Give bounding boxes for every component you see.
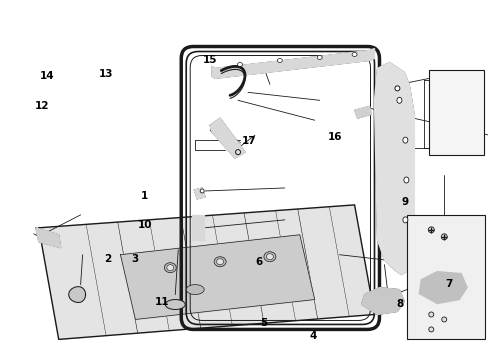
FancyBboxPatch shape bbox=[428, 71, 483, 155]
Ellipse shape bbox=[186, 285, 203, 294]
Polygon shape bbox=[194, 188, 205, 199]
Text: 1: 1 bbox=[141, 191, 148, 201]
Text: 2: 2 bbox=[104, 254, 111, 264]
Text: 4: 4 bbox=[308, 331, 316, 341]
Ellipse shape bbox=[428, 312, 433, 317]
Polygon shape bbox=[39, 205, 374, 339]
Ellipse shape bbox=[402, 137, 407, 143]
Polygon shape bbox=[36, 228, 61, 248]
Text: 15: 15 bbox=[203, 55, 217, 65]
Text: 6: 6 bbox=[255, 257, 262, 267]
Polygon shape bbox=[192, 215, 203, 240]
Text: 11: 11 bbox=[154, 297, 168, 307]
Ellipse shape bbox=[277, 58, 282, 62]
Polygon shape bbox=[210, 118, 244, 158]
FancyBboxPatch shape bbox=[407, 215, 484, 339]
Text: 13: 13 bbox=[98, 69, 113, 79]
Ellipse shape bbox=[317, 55, 322, 59]
Ellipse shape bbox=[200, 189, 203, 193]
Ellipse shape bbox=[216, 259, 223, 265]
Polygon shape bbox=[419, 272, 466, 303]
Polygon shape bbox=[361, 288, 404, 315]
Ellipse shape bbox=[428, 327, 433, 332]
Text: 3: 3 bbox=[131, 254, 138, 264]
Ellipse shape bbox=[235, 150, 240, 154]
Text: 12: 12 bbox=[35, 102, 49, 112]
Text: 7: 7 bbox=[445, 279, 452, 289]
Polygon shape bbox=[374, 62, 413, 275]
Text: 10: 10 bbox=[137, 220, 152, 230]
Ellipse shape bbox=[164, 263, 176, 273]
Ellipse shape bbox=[266, 254, 273, 260]
Ellipse shape bbox=[351, 53, 356, 57]
Polygon shape bbox=[120, 235, 314, 319]
Ellipse shape bbox=[214, 257, 225, 267]
Ellipse shape bbox=[237, 62, 242, 67]
Ellipse shape bbox=[402, 217, 407, 223]
Polygon shape bbox=[354, 106, 371, 118]
Ellipse shape bbox=[166, 265, 173, 271]
Ellipse shape bbox=[396, 97, 401, 103]
Ellipse shape bbox=[427, 227, 433, 233]
Text: 8: 8 bbox=[396, 299, 403, 309]
Ellipse shape bbox=[403, 177, 408, 183]
Ellipse shape bbox=[440, 234, 447, 240]
Ellipse shape bbox=[394, 86, 399, 91]
Text: 14: 14 bbox=[40, 71, 55, 81]
Text: 5: 5 bbox=[260, 319, 267, 328]
Ellipse shape bbox=[441, 317, 446, 322]
Polygon shape bbox=[69, 287, 85, 302]
Polygon shape bbox=[212, 49, 374, 78]
Text: 9: 9 bbox=[401, 197, 408, 207]
Ellipse shape bbox=[264, 252, 275, 262]
Ellipse shape bbox=[165, 300, 185, 310]
Text: 16: 16 bbox=[326, 132, 341, 142]
Text: 17: 17 bbox=[242, 136, 256, 145]
